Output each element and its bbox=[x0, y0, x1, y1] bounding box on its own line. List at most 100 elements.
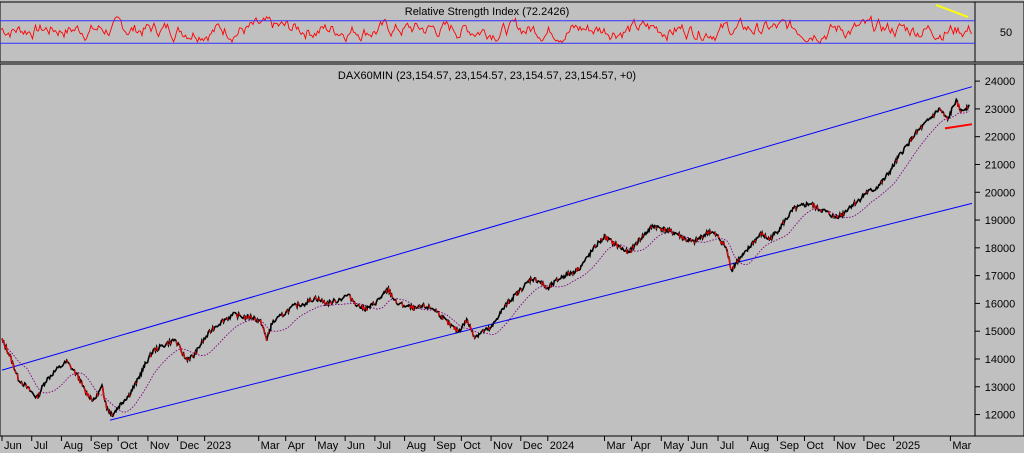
price-bearish-segment bbox=[661, 228, 664, 232]
price-bearish-segment bbox=[488, 326, 490, 331]
rsi-title: Relative Strength Index (72.2426) bbox=[405, 6, 570, 18]
price-bearish-segment bbox=[108, 410, 111, 413]
price-bearish-segment bbox=[678, 232, 681, 238]
x-tick-label: Nov bbox=[493, 440, 513, 452]
price-bearish-segment bbox=[706, 231, 709, 235]
price-bearish-segment bbox=[770, 236, 773, 240]
price-bearish-segment bbox=[761, 232, 764, 236]
price-bearish-segment bbox=[701, 235, 704, 239]
price-bearish-segment bbox=[446, 320, 449, 326]
price-bearish-segment bbox=[20, 381, 24, 386]
price-bearish-segment bbox=[719, 240, 722, 244]
price-bearish-segment bbox=[235, 313, 239, 318]
price-y-tick-label: 17000 bbox=[985, 271, 1016, 283]
price-bearish-segment bbox=[685, 238, 687, 242]
x-tick-label: Mar bbox=[607, 440, 626, 452]
price-bearish-segment bbox=[943, 112, 945, 117]
price-bearish-segment bbox=[422, 303, 426, 308]
price-bearish-segment bbox=[84, 389, 87, 394]
price-bearish-segment bbox=[736, 260, 739, 264]
price-bearish-segment bbox=[372, 302, 375, 305]
price-bearish-segment bbox=[7, 353, 10, 356]
price-bearish-segment bbox=[6, 350, 9, 354]
price-bearish-segment bbox=[911, 135, 914, 139]
x-tick-label: May bbox=[663, 440, 684, 452]
price-bearish-segment bbox=[635, 242, 638, 245]
price-bearish-segment bbox=[297, 302, 300, 306]
rsi-y-tick-label: 50 bbox=[1000, 27, 1012, 39]
price-bearish-segment bbox=[36, 395, 39, 399]
price-bearish-segment bbox=[612, 241, 615, 246]
price-bearish-segment bbox=[226, 317, 229, 321]
price-bearish-segment bbox=[38, 392, 41, 396]
price-bearish-segment bbox=[3, 344, 6, 349]
price-bearish-segment bbox=[448, 321, 451, 324]
price-bearish-segment bbox=[880, 180, 883, 184]
price-bearish-segment bbox=[482, 329, 485, 333]
price-bearish-segment bbox=[813, 204, 816, 207]
x-tick-label: Nov bbox=[836, 440, 856, 452]
x-tick-label: Sep bbox=[436, 440, 456, 452]
price-bearish-segment bbox=[326, 301, 329, 306]
price-bearish-segment bbox=[286, 309, 289, 314]
price-bearish-segment bbox=[330, 301, 333, 305]
price-bearish-segment bbox=[102, 390, 105, 395]
price-bearish-segment bbox=[261, 325, 264, 328]
price-bearish-segment bbox=[819, 209, 822, 213]
price-bearish-segment bbox=[437, 311, 440, 317]
price-bearish-segment bbox=[839, 213, 842, 216]
price-bearish-segment bbox=[188, 357, 191, 361]
price-panel: DAX60MIN (23,154.57, 23,154.57, 23,154.5… bbox=[0, 63, 1024, 437]
price-bearish-segment bbox=[663, 227, 666, 233]
price-bearish-segment bbox=[707, 231, 710, 235]
x-tick-label: Apr bbox=[288, 440, 305, 452]
price-bearish-segment bbox=[853, 201, 856, 205]
price-bearish-segment bbox=[473, 335, 476, 339]
price-bearish-segment bbox=[709, 230, 712, 234]
price-bearish-segment bbox=[966, 106, 969, 109]
price-y-tick-label: 13000 bbox=[985, 382, 1016, 394]
price-series bbox=[1, 97, 971, 418]
x-tick-label: Oct bbox=[120, 440, 137, 452]
price-bearish-segment bbox=[25, 384, 28, 389]
price-bearish-segment bbox=[318, 297, 321, 301]
x-tick-label: Oct bbox=[463, 440, 480, 452]
price-bearish-segment bbox=[412, 305, 415, 311]
price-bearish-segment bbox=[395, 299, 398, 304]
price-bearish-segment bbox=[659, 228, 662, 231]
x-tick-label: Dec bbox=[180, 440, 200, 452]
price-bearish-segment bbox=[245, 315, 248, 320]
price-bearish-segment bbox=[365, 307, 368, 311]
price-bearish-segment bbox=[794, 206, 797, 210]
price-bearish-segment bbox=[544, 286, 547, 289]
price-bearish-segment bbox=[759, 232, 762, 236]
price-bearish-segment bbox=[832, 214, 835, 218]
x-tick-label: Mar bbox=[952, 440, 971, 452]
price-bearish-segment bbox=[650, 225, 653, 229]
price-bearish-segment bbox=[655, 226, 657, 229]
price-bearish-segment bbox=[254, 317, 257, 321]
price-bearish-segment bbox=[515, 292, 518, 296]
price-bearish-segment bbox=[616, 244, 619, 248]
price-bearish-segment bbox=[410, 305, 413, 309]
price-bearish-segment bbox=[66, 359, 69, 363]
price-bearish-segment bbox=[728, 259, 731, 265]
price-bearish-segment bbox=[73, 369, 77, 375]
x-tick-label: Jun bbox=[347, 440, 365, 452]
price-bearish-segment bbox=[842, 212, 845, 215]
price-bearish-segment bbox=[680, 235, 683, 240]
x-tick-label: Jun bbox=[690, 440, 708, 452]
price-bearish-segment bbox=[946, 116, 949, 120]
price-bearish-segment bbox=[179, 347, 182, 352]
price-bearish-segment bbox=[816, 205, 819, 210]
price-bearish-segment bbox=[194, 351, 197, 355]
price-bearish-segment bbox=[9, 354, 12, 357]
price-bearish-segment bbox=[619, 245, 622, 249]
price-bearish-segment bbox=[939, 108, 941, 111]
price-bearish-segment bbox=[600, 237, 603, 241]
price-bearish-segment bbox=[470, 328, 473, 332]
price-bearish-segment bbox=[693, 240, 696, 244]
price-y-tick-label: 22000 bbox=[985, 132, 1016, 144]
price-bearish-segment bbox=[175, 340, 178, 346]
price-bearish-segment bbox=[86, 391, 88, 397]
